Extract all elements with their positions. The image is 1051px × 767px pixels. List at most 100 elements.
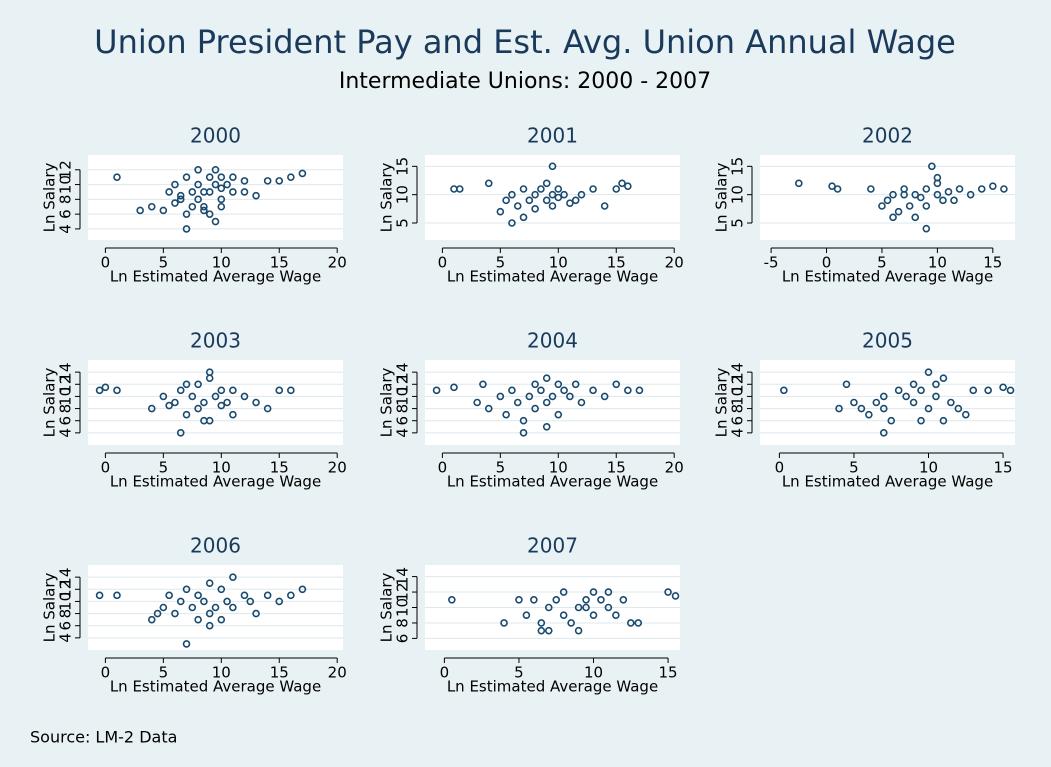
x-tick-label: 20 xyxy=(328,254,347,272)
point xyxy=(113,591,121,600)
point xyxy=(252,398,260,407)
point xyxy=(147,404,156,413)
point xyxy=(922,202,931,210)
point xyxy=(200,416,208,425)
point xyxy=(95,591,104,600)
point xyxy=(795,179,803,188)
y-tick-label: 10 xyxy=(394,598,412,617)
point xyxy=(909,398,918,407)
x-tick-label: 15 xyxy=(983,254,1002,272)
point xyxy=(597,595,605,604)
point xyxy=(240,591,249,600)
y-tick-label: 4 xyxy=(57,633,75,643)
point xyxy=(211,180,220,189)
point xyxy=(182,173,191,181)
y-tick-label: 10 xyxy=(729,185,747,204)
point xyxy=(205,173,214,181)
point xyxy=(188,392,197,401)
x-tick-label: 0 xyxy=(775,459,785,477)
point xyxy=(515,595,523,604)
x-tick-label: 20 xyxy=(328,664,347,682)
x-axis-label: Ln Estimated Average Wage xyxy=(447,678,658,696)
point xyxy=(872,398,881,407)
point xyxy=(939,374,948,383)
point xyxy=(200,597,208,606)
point xyxy=(200,398,208,407)
point xyxy=(531,205,539,213)
point xyxy=(229,188,237,196)
point xyxy=(671,592,680,600)
y-tick-label: 12 xyxy=(57,580,75,599)
point xyxy=(566,392,574,401)
x-tick-label: 5 xyxy=(514,664,524,682)
point xyxy=(200,206,208,215)
point xyxy=(432,386,441,395)
point xyxy=(612,611,620,620)
point xyxy=(519,416,528,425)
point xyxy=(977,185,986,193)
y-tick-label: 10 xyxy=(57,175,75,194)
point xyxy=(217,202,226,211)
point xyxy=(147,615,156,624)
y-tick-label: 10 xyxy=(57,387,75,406)
y-tick-label: 15 xyxy=(729,157,747,176)
x-tick-label: 15 xyxy=(607,254,626,272)
point xyxy=(961,410,970,419)
point xyxy=(287,173,295,181)
point xyxy=(194,195,202,204)
point xyxy=(577,398,586,407)
point xyxy=(194,404,202,413)
point xyxy=(618,179,626,188)
point xyxy=(211,165,220,174)
plot-area xyxy=(88,360,343,445)
point xyxy=(287,591,295,600)
point xyxy=(574,603,583,612)
y-tick-label: 6 xyxy=(729,416,747,426)
point xyxy=(922,185,931,193)
y-tick-label: 8 xyxy=(57,609,75,619)
point xyxy=(217,195,226,204)
point xyxy=(554,185,563,193)
point xyxy=(939,196,947,205)
point xyxy=(513,398,522,407)
y-tick-label: 14 xyxy=(729,363,747,382)
point xyxy=(939,416,948,425)
point xyxy=(626,619,635,627)
point xyxy=(188,603,197,612)
point xyxy=(542,422,551,431)
y-tick-label: 4 xyxy=(394,428,412,438)
point xyxy=(455,185,464,193)
figure-subtitle: Intermediate Unions: 2000 - 2007 xyxy=(339,69,711,94)
point xyxy=(113,173,121,181)
point xyxy=(865,410,873,419)
panel-title: 2002 xyxy=(862,124,913,148)
x-tick-label: 0 xyxy=(101,254,111,272)
point xyxy=(624,386,632,395)
point xyxy=(263,404,272,413)
point xyxy=(548,190,557,199)
point xyxy=(537,386,545,395)
plot-area xyxy=(425,360,680,445)
point xyxy=(194,380,202,389)
point xyxy=(240,392,249,401)
point xyxy=(537,626,546,635)
x-axis-label: Ln Estimated Average Wage xyxy=(110,473,321,491)
point xyxy=(548,162,557,171)
point xyxy=(924,368,933,376)
point xyxy=(223,398,231,407)
x-tick-label: 0 xyxy=(438,254,448,272)
point xyxy=(500,619,508,627)
point xyxy=(857,404,866,413)
point xyxy=(217,585,226,594)
point xyxy=(560,190,568,199)
point xyxy=(554,380,563,389)
point xyxy=(894,386,903,395)
point xyxy=(612,380,621,389)
point xyxy=(969,386,978,395)
point xyxy=(165,401,173,410)
point xyxy=(159,206,168,215)
x-tick-label: -5 xyxy=(764,254,779,272)
y-tick-label: 14 xyxy=(57,568,75,587)
x-tick-label: 20 xyxy=(665,459,684,477)
point xyxy=(95,386,104,395)
